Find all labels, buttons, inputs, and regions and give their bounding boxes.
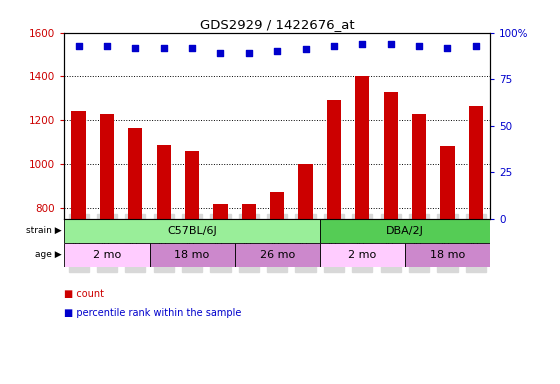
Point (358, 41, 367, 47)
Point (472, 43, 480, 49)
Point (386, 41, 395, 47)
Bar (213, 204, 227, 218)
Text: C57BL/6J: C57BL/6J (167, 226, 217, 236)
Bar (72, 111, 86, 218)
Point (244, 50, 253, 56)
Bar (405, 243, 490, 267)
Text: age ▶: age ▶ (35, 250, 62, 259)
Point (273, 48, 282, 54)
Bar (100, 114, 114, 218)
Text: strain ▶: strain ▶ (26, 226, 62, 235)
Bar (235, 243, 320, 267)
Bar (64, 243, 150, 267)
Point (443, 45, 452, 51)
Bar (157, 145, 171, 218)
Bar (327, 101, 341, 218)
Bar (320, 218, 490, 243)
Bar (242, 204, 256, 218)
Point (301, 46, 310, 53)
Bar (64, 218, 320, 243)
Bar (412, 114, 426, 218)
Text: ■ percentile rank within the sample: ■ percentile rank within the sample (64, 308, 242, 318)
Point (159, 45, 168, 51)
Bar (185, 151, 199, 218)
Bar (440, 146, 455, 218)
Bar (298, 164, 312, 218)
Bar (270, 192, 284, 218)
Bar (384, 92, 398, 218)
Point (131, 45, 140, 51)
Point (329, 43, 338, 49)
Point (216, 50, 225, 56)
Text: 2 mo: 2 mo (93, 250, 121, 260)
Text: 26 mo: 26 mo (260, 250, 295, 260)
Text: 2 mo: 2 mo (348, 250, 376, 260)
Title: GDS2929 / 1422676_at: GDS2929 / 1422676_at (200, 18, 354, 31)
Bar (128, 128, 142, 218)
Bar (150, 243, 235, 267)
Text: 18 mo: 18 mo (175, 250, 209, 260)
Bar (355, 76, 370, 218)
Text: ■ count: ■ count (64, 289, 104, 299)
Bar (320, 243, 405, 267)
Point (102, 43, 111, 49)
Point (74, 43, 83, 49)
Text: DBA/2J: DBA/2J (386, 226, 424, 236)
Point (414, 43, 423, 49)
Text: 18 mo: 18 mo (430, 250, 465, 260)
Bar (469, 106, 483, 218)
Point (188, 45, 197, 51)
